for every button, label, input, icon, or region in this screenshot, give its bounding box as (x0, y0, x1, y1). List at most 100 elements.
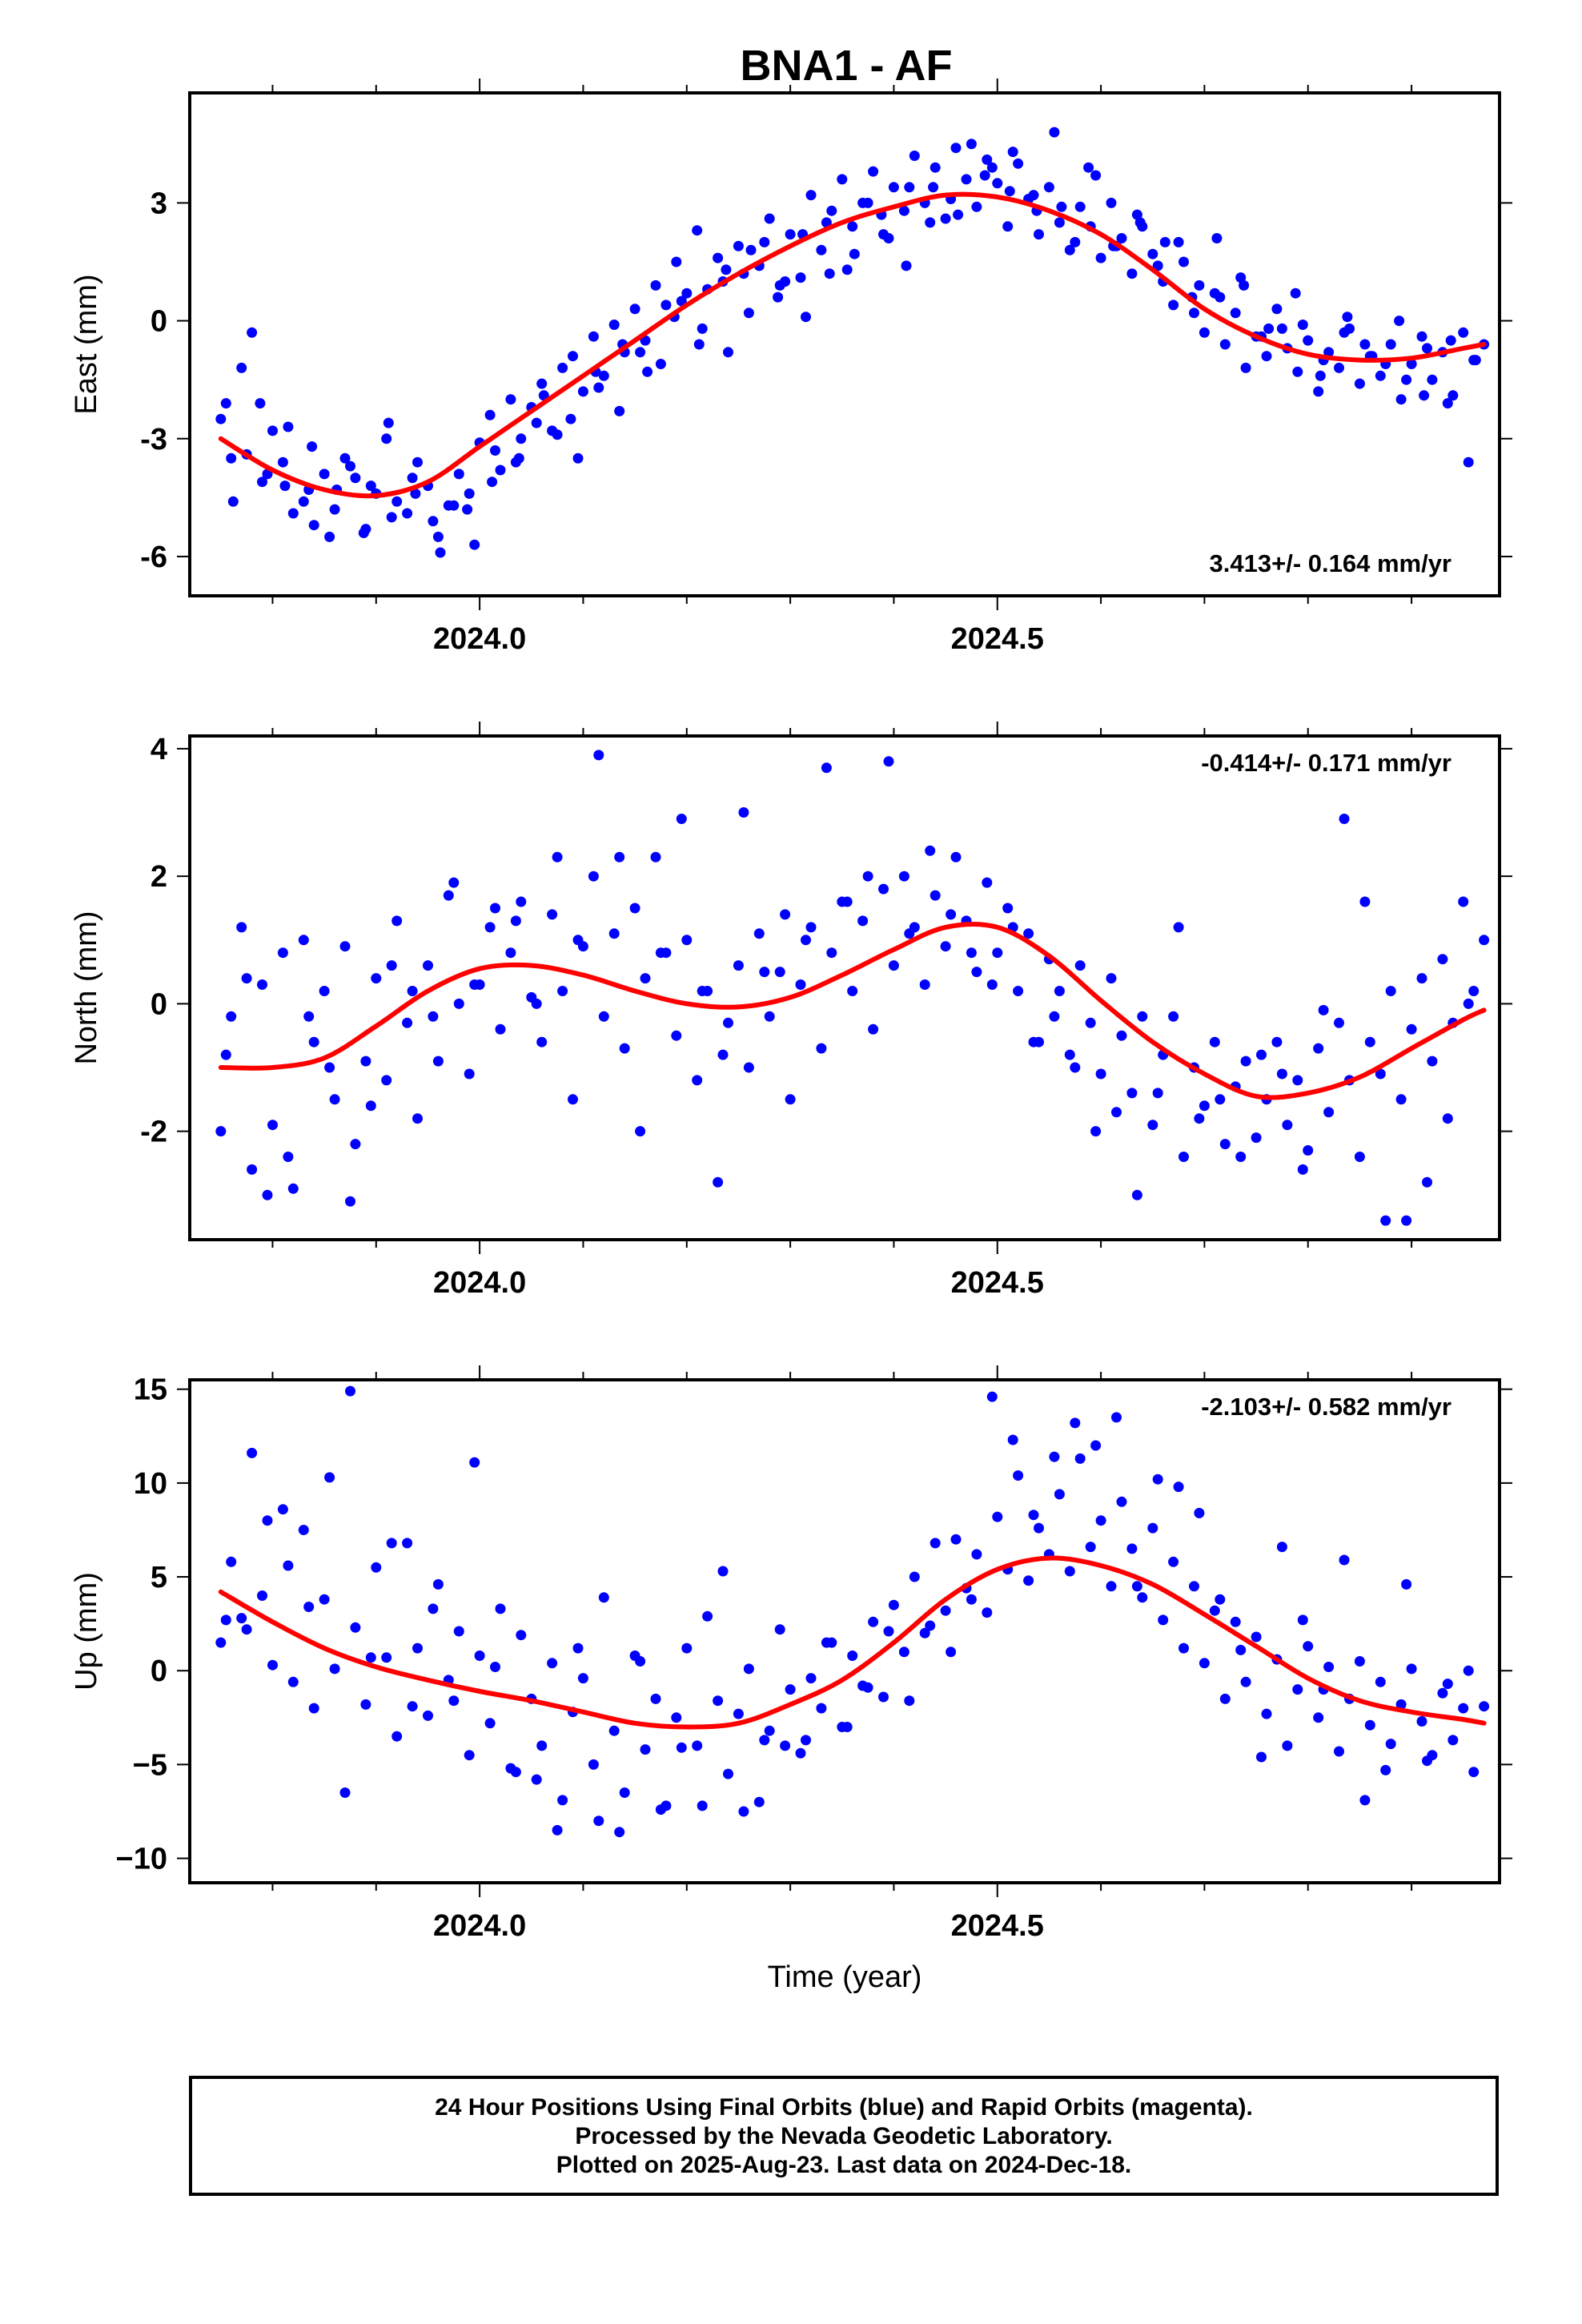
north-data-point (655, 947, 666, 959)
east-data-point (909, 151, 920, 161)
up-data-point (1416, 1716, 1427, 1727)
east-data-point (386, 512, 397, 523)
north-data-point (1178, 1152, 1189, 1162)
north-data-point (516, 896, 527, 907)
up-data-point (1049, 1451, 1060, 1462)
north-data-point (1199, 1100, 1210, 1112)
east-data-point (383, 417, 394, 428)
up-data-point (1106, 1581, 1117, 1592)
north-data-point (247, 1164, 258, 1175)
up-data-point (448, 1695, 460, 1707)
north-data-point (950, 851, 962, 862)
north-data-point (780, 909, 791, 920)
up-data-point (593, 1815, 604, 1827)
east-data-point (308, 520, 319, 531)
east-data-point (1178, 256, 1189, 267)
north-data-point (816, 1043, 827, 1054)
east-data-point (329, 504, 340, 515)
up-data-point (453, 1626, 464, 1637)
up-data-point (1479, 1701, 1490, 1712)
east-data-point (247, 327, 258, 338)
up-data-point (329, 1663, 340, 1675)
north-data-point (619, 1043, 630, 1054)
north-data-point (360, 1055, 371, 1067)
up-data-point (640, 1744, 651, 1755)
east-data-point (1342, 312, 1353, 323)
east-data-point (1401, 374, 1412, 385)
up-xlabel: Time (year) (768, 1960, 922, 1994)
north-ytick-label: 0 (151, 987, 167, 1021)
north-data-point (753, 928, 765, 939)
east-data-point (428, 516, 439, 527)
east-data-point (267, 425, 278, 436)
north-data-point (1468, 986, 1480, 996)
east-data-point (1359, 339, 1371, 350)
east-data-point (1394, 316, 1405, 327)
up-data-point (655, 1804, 666, 1815)
up-data-point (805, 1673, 817, 1684)
east-data-point (1422, 343, 1432, 354)
east-data-point (345, 460, 355, 472)
east-data-point (655, 359, 666, 369)
east-data-point (966, 139, 977, 150)
east-data-point (410, 488, 421, 499)
east-data-point (1303, 335, 1314, 346)
east-data-point (1427, 374, 1438, 385)
up-data-point (821, 1637, 832, 1648)
north-data-point (495, 1023, 506, 1035)
east-data-point (1147, 248, 1158, 259)
east-ytick-label: 0 (151, 305, 167, 339)
north-data-point (443, 890, 454, 901)
north-data-point (898, 870, 909, 882)
east-data-point (505, 394, 516, 405)
up-data-point (1090, 1440, 1102, 1451)
up-data-point (247, 1447, 258, 1458)
east-data-point (759, 236, 770, 247)
up-data-point (552, 1824, 563, 1835)
up-data-point (702, 1610, 713, 1622)
east-data-point (1199, 327, 1210, 338)
up-data-point (888, 1599, 899, 1610)
up-data-point (598, 1592, 609, 1603)
north-data-point (608, 928, 620, 939)
north-data-point (598, 1011, 609, 1022)
east-data-point (1419, 390, 1430, 401)
up-data-point (495, 1603, 506, 1614)
up-data-point (490, 1662, 500, 1672)
east-data-point (1034, 229, 1044, 240)
up-data-point (1126, 1543, 1138, 1554)
up-data-point (428, 1603, 439, 1614)
up-data-point (940, 1605, 951, 1616)
up-data-point (1256, 1751, 1267, 1763)
up-data-point (717, 1566, 729, 1577)
up-ytick-label: 0 (151, 1655, 167, 1688)
east-data-point (226, 452, 237, 464)
north-data-point (1147, 1120, 1158, 1131)
up-data-point (298, 1525, 309, 1535)
east-data-point (692, 225, 703, 236)
north-data-point (992, 947, 1003, 959)
up-data-point (1028, 1510, 1039, 1521)
north-data-point (930, 890, 941, 901)
up-data-point (1261, 1708, 1272, 1719)
east-data-point (925, 217, 936, 228)
up-data-point (283, 1560, 294, 1571)
up-data-point (898, 1647, 909, 1658)
up-data-point (371, 1562, 382, 1573)
up-data-point (1064, 1566, 1075, 1577)
east-data-point (1159, 236, 1170, 247)
east-data-point (588, 331, 599, 342)
east-data-point (1194, 279, 1205, 291)
up-data-point (971, 1549, 982, 1560)
east-rate-label: 3.413+/- 0.164 mm/yr (1210, 549, 1452, 577)
north-data-point (878, 883, 889, 895)
east-data-point (487, 476, 498, 488)
north-data-point (1282, 1120, 1293, 1131)
east-panel: -6 -3 0 3 2024.0 2024.5 East (mm) 3.413+/- 0.16… (70, 78, 1512, 656)
north-data-point (919, 979, 930, 990)
east-data-point (1290, 287, 1301, 299)
north-data-point (1364, 1036, 1375, 1047)
up-data-point (992, 1511, 1003, 1522)
up-data-point (391, 1731, 403, 1742)
